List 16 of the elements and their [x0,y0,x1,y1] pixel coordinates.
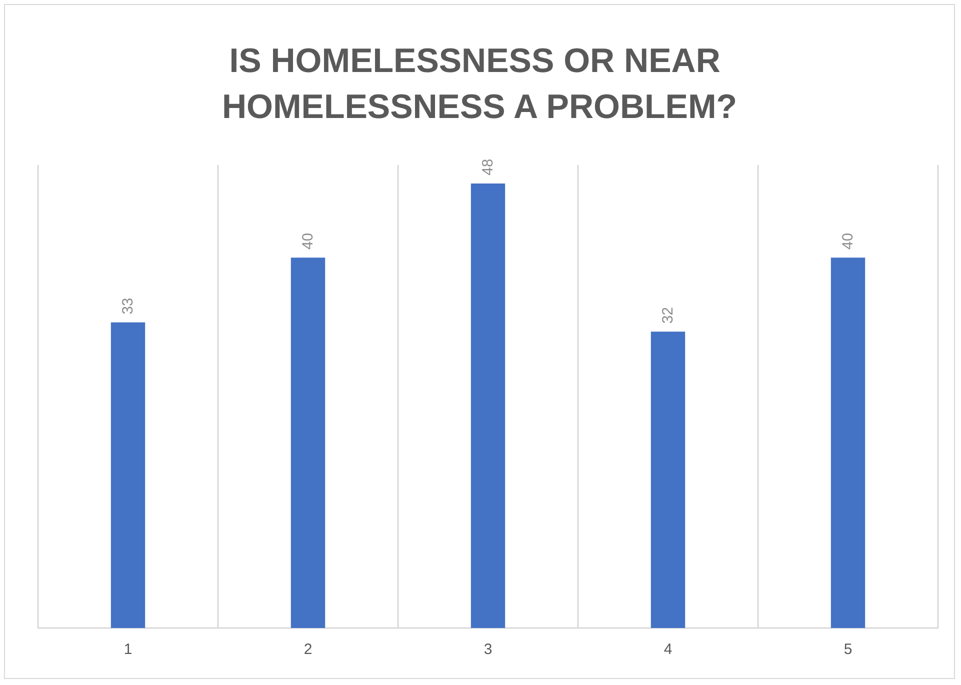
x-tick-label: 4 [664,641,672,658]
data-label: 32 [660,306,676,324]
x-tick-label: 5 [844,641,852,658]
bar [830,258,866,628]
bar [650,332,686,628]
data-label: 33 [120,298,136,314]
chart-title: IS HOMELESSNESS OR NEAR HOMELESSNESS A PROBLEM? [222,42,738,126]
bar [110,322,146,628]
bar [290,258,326,628]
x-tick-label: 3 [484,641,492,658]
x-tick-label: 1 [124,641,132,658]
data-label: 40 [300,232,316,250]
x-tick-label: 2 [304,641,312,658]
bar [470,184,506,628]
data-label: 48 [480,158,496,176]
data-label: 40 [840,232,856,250]
